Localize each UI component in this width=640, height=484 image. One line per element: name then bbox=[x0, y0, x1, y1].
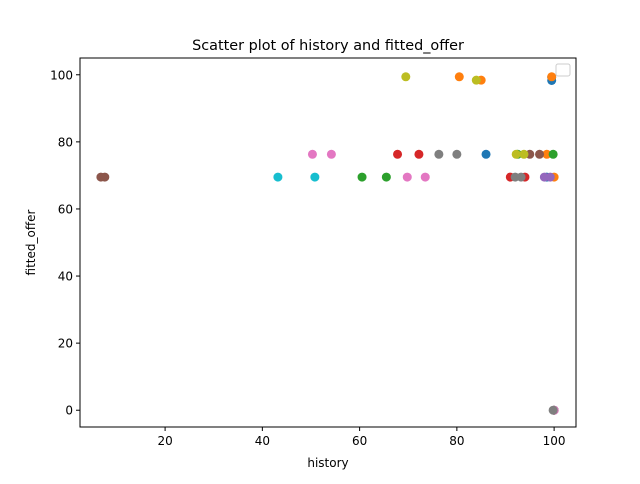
scatter-point-7-4 bbox=[548, 405, 558, 415]
y-tick-label: 100 bbox=[50, 68, 73, 82]
legend bbox=[555, 63, 571, 77]
scatter-point-8-3 bbox=[519, 149, 529, 159]
y-tick-label: 60 bbox=[58, 202, 73, 216]
y-tick-label: 40 bbox=[58, 270, 73, 284]
plot-area bbox=[79, 57, 577, 428]
scatter-point-5-1 bbox=[100, 172, 110, 182]
scatter-point-6-1 bbox=[326, 149, 336, 159]
scatter-point-1-4 bbox=[542, 149, 552, 159]
x-tick-label: 80 bbox=[449, 434, 464, 448]
scatter-point-6-2 bbox=[402, 172, 412, 182]
scatter-point-7-0 bbox=[434, 149, 444, 159]
scatter-point-7-1 bbox=[452, 149, 462, 159]
y-axis: 0 20 40 60 80 100 bbox=[50, 68, 80, 418]
x-tick-label: 20 bbox=[157, 434, 172, 448]
x-tick-label: 40 bbox=[255, 434, 270, 448]
scatter-point-2-2 bbox=[548, 149, 558, 159]
scatter-point-8-0 bbox=[401, 72, 411, 82]
scatter-point-3-0 bbox=[393, 149, 403, 159]
scatter-point-1-2 bbox=[547, 72, 557, 82]
scatter-point-6-3 bbox=[420, 172, 430, 182]
scatter-point-2-0 bbox=[357, 172, 367, 182]
scatter-point-4-1 bbox=[545, 172, 555, 182]
points-layer bbox=[96, 72, 559, 415]
scatter-point-1-0 bbox=[454, 72, 464, 82]
scatter-point-8-2 bbox=[511, 149, 521, 159]
y-axis-label: fitted_offer bbox=[24, 209, 38, 275]
x-axis-label: history bbox=[307, 456, 348, 470]
y-tick-label: 20 bbox=[58, 337, 73, 351]
scatter-point-9-0 bbox=[273, 172, 283, 182]
scatter-point-7-3 bbox=[516, 172, 526, 182]
scatter-point-3-1 bbox=[414, 149, 424, 159]
x-axis: 20 40 60 80 100 bbox=[157, 427, 566, 448]
y-tick-label: 80 bbox=[58, 135, 73, 149]
x-tick-label: 100 bbox=[543, 434, 566, 448]
scatter-point-8-1 bbox=[471, 75, 481, 85]
scatter-point-5-3 bbox=[535, 149, 545, 159]
chart-title: Scatter plot of history and fitted_offer bbox=[192, 38, 464, 54]
y-tick-label: 0 bbox=[65, 404, 73, 418]
scatter-point-2-1 bbox=[381, 172, 391, 182]
scatter-point-9-1 bbox=[310, 172, 320, 182]
x-tick-label: 60 bbox=[352, 434, 367, 448]
scatter-point-6-0 bbox=[307, 149, 317, 159]
scatter-point-0-0 bbox=[481, 149, 491, 159]
